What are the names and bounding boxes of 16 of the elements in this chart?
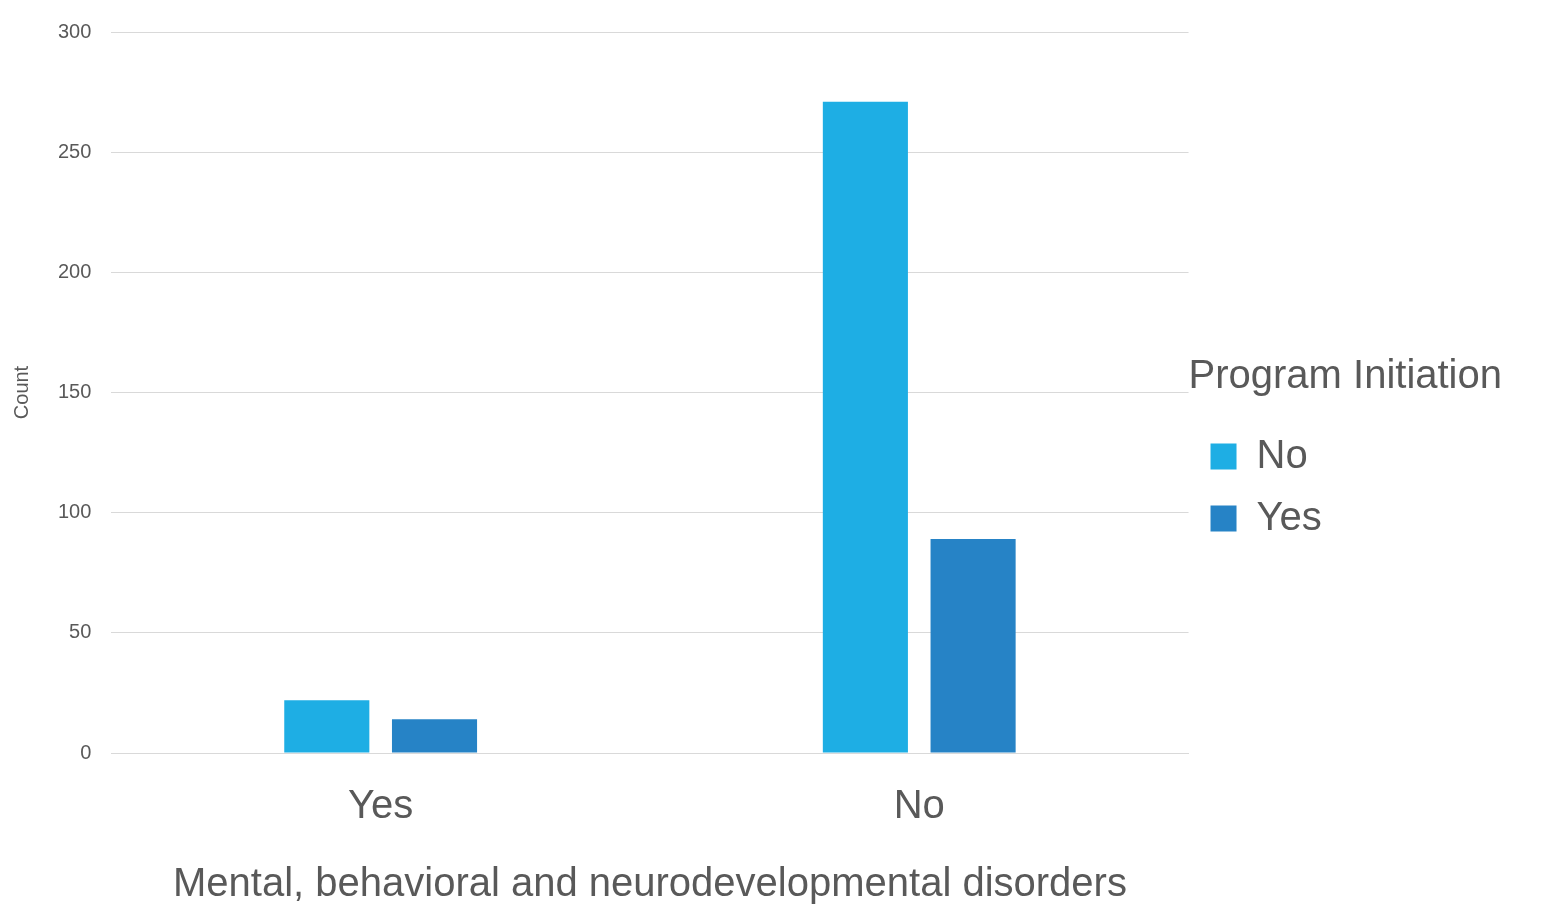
y-tick-label: 200 — [57, 259, 92, 282]
bar — [930, 539, 1016, 753]
y-tick-label: 100 — [57, 500, 92, 523]
legend-label: No — [1256, 431, 1308, 476]
y-tick-label: 0 — [80, 740, 92, 763]
y-tick-label: 150 — [57, 380, 92, 403]
y-axis-title: Count — [9, 365, 32, 420]
bar — [822, 101, 908, 753]
legend-label: Yes — [1256, 493, 1322, 538]
bar — [284, 700, 370, 753]
y-tick-label: 50 — [69, 620, 92, 643]
y-tick-label: 300 — [57, 19, 92, 42]
bar — [391, 719, 478, 753]
x-axis-title: Mental, behavioral and neurodevelopmental disorders — [172, 860, 1127, 905]
y-tick-label: 250 — [57, 139, 92, 162]
legend-title: Program Initiation — [1188, 351, 1503, 396]
